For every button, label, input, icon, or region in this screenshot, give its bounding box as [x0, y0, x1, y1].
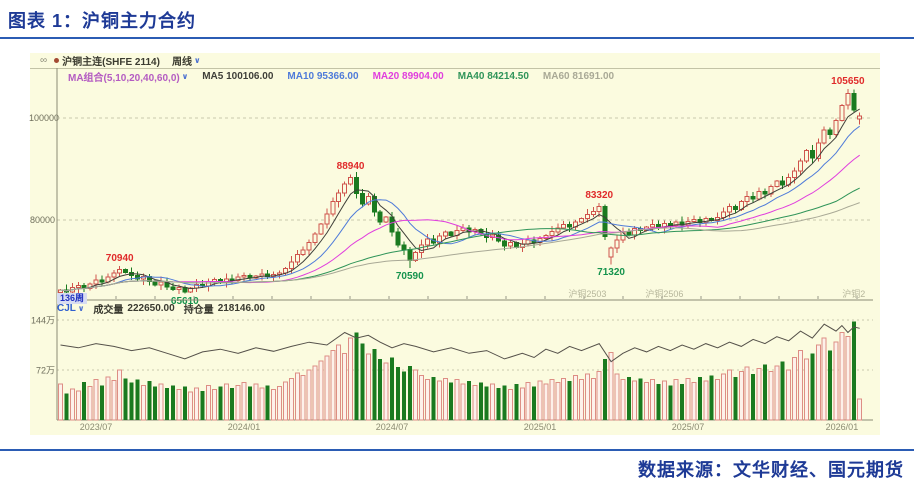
contract-watermark: 沪铜2503: [568, 289, 607, 299]
ma-legend-item: MA40 84214.50: [457, 70, 529, 82]
ma-legend-item: MA10 95366.00: [287, 70, 359, 82]
ma-legend-item: MA60 81691.00: [542, 70, 615, 82]
ma-legend-item: MA20 89904.00: [372, 70, 444, 82]
chevron-down-icon[interactable]: ∨: [77, 304, 85, 313]
price-extreme-label: 83320: [585, 190, 614, 202]
volume-axis-label: 72万: [35, 365, 55, 376]
instrument-name: 沪铜主连(SHFE 2114): [62, 57, 160, 68]
figure-title: 图表 1：沪铜主力合约: [8, 11, 197, 31]
chevron-down-icon[interactable]: ∨: [193, 56, 201, 65]
volume-label: 成交量: [93, 305, 124, 316]
open-interest-label: 持仓量: [183, 305, 214, 316]
contract-watermark: 沪铜2: [842, 289, 866, 299]
date-axis-label: 2024/01: [227, 422, 261, 432]
price-extreme-label: 70590: [395, 270, 424, 282]
contract-watermark: 沪铜2506: [645, 289, 684, 299]
link-icon: ∞: [40, 54, 48, 66]
price-extreme-label: 105650: [831, 76, 865, 88]
futures-chart-panel: ∞ 沪铜主连(SHFE 2114) 周线 ∨ MA组合(5,10,20,40,6…: [29, 53, 880, 435]
data-source: 数据来源：文华财经、国元期货: [638, 460, 904, 480]
chevron-down-icon[interactable]: ∨: [181, 71, 189, 81]
ma-values: MA5 100106.00 MA10 95366.00 MA20 89904.00 M…: [188, 71, 614, 82]
price-extreme-label: 71320: [597, 267, 625, 279]
period-selector[interactable]: 周线: [171, 57, 192, 68]
date-axis-label: 2026/01: [825, 422, 859, 432]
ma-legend-item: MA5 100106.00: [202, 70, 274, 82]
indicator-selector[interactable]: CJL: [57, 303, 76, 314]
price-axis-label: 100000: [29, 113, 60, 123]
price-extreme-label: 70940: [105, 253, 134, 265]
volume-axis-label: 144万: [30, 315, 55, 326]
ma-group-selector[interactable]: MA组合(5,10,20,40,60,0): [68, 72, 180, 84]
chart-plot[interactable]: [30, 53, 880, 435]
footer-divider: [0, 449, 914, 451]
price-axis-label: 80000: [29, 215, 55, 225]
volume-value: 222650.00: [127, 303, 175, 314]
open-interest-value: 218146.00: [217, 303, 265, 314]
chart-header: ∞ 沪铜主连(SHFE 2114) 周线 ∨: [30, 53, 880, 69]
date-axis-label: 2025/01: [523, 422, 557, 432]
date-axis-label: 2023/07: [79, 422, 113, 432]
ma-legend: MA组合(5,10,20,40,60,0) ∨ MA5 100106.00 MA1…: [68, 70, 614, 84]
title-divider: [0, 37, 914, 39]
date-axis-label: 2024/07: [375, 422, 409, 432]
price-extreme-label: 65610: [170, 296, 199, 308]
price-extreme-label: 88940: [336, 161, 365, 173]
bar-counter-badge: 136周: [57, 293, 88, 304]
date-axis-label: 2025/07: [671, 422, 705, 432]
volume-indicator-header: CJL ∨ 成交量 222650.00 持仓量 218146.00: [57, 302, 265, 316]
instrument-dot-icon: [54, 58, 60, 63]
